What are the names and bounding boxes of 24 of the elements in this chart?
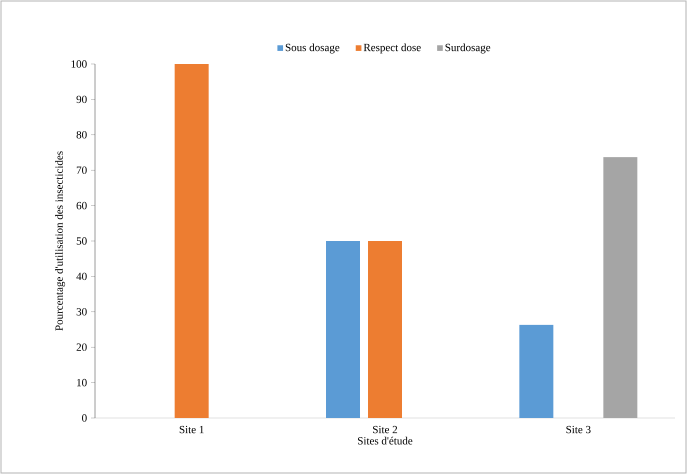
y-tick-label: 30 xyxy=(76,308,87,316)
bar xyxy=(174,64,209,418)
y-tick-label: 20 xyxy=(76,343,87,351)
y-tick-label: 60 xyxy=(76,202,87,210)
y-tick-label: 90 xyxy=(76,96,87,104)
x-tick-label: Site 3 xyxy=(566,426,591,434)
legend-label: Sous dosage xyxy=(286,43,340,54)
y-tick-label: 40 xyxy=(76,272,87,280)
bar xyxy=(368,241,402,418)
y-tick-label: 10 xyxy=(77,378,87,386)
y-tick-label: 80 xyxy=(76,131,87,139)
x-tick-label: Site 1 xyxy=(180,426,204,434)
legend-label: Respect dose xyxy=(364,43,421,54)
y-tick-label: 70 xyxy=(76,166,87,174)
y-tick-label: 50 xyxy=(76,237,87,245)
legend-label: Surdosage xyxy=(446,43,490,54)
y-axis-title: Pourcentage d'utilisation des insecticides xyxy=(55,151,66,331)
x-tick-label: Site 2 xyxy=(373,426,398,434)
y-tick-label: 0 xyxy=(82,414,87,422)
x-axis-title: Sites d'étude xyxy=(358,436,412,445)
bar xyxy=(603,157,638,418)
bar xyxy=(326,241,360,418)
y-tick-label: 100 xyxy=(72,60,87,68)
bar xyxy=(519,324,554,418)
